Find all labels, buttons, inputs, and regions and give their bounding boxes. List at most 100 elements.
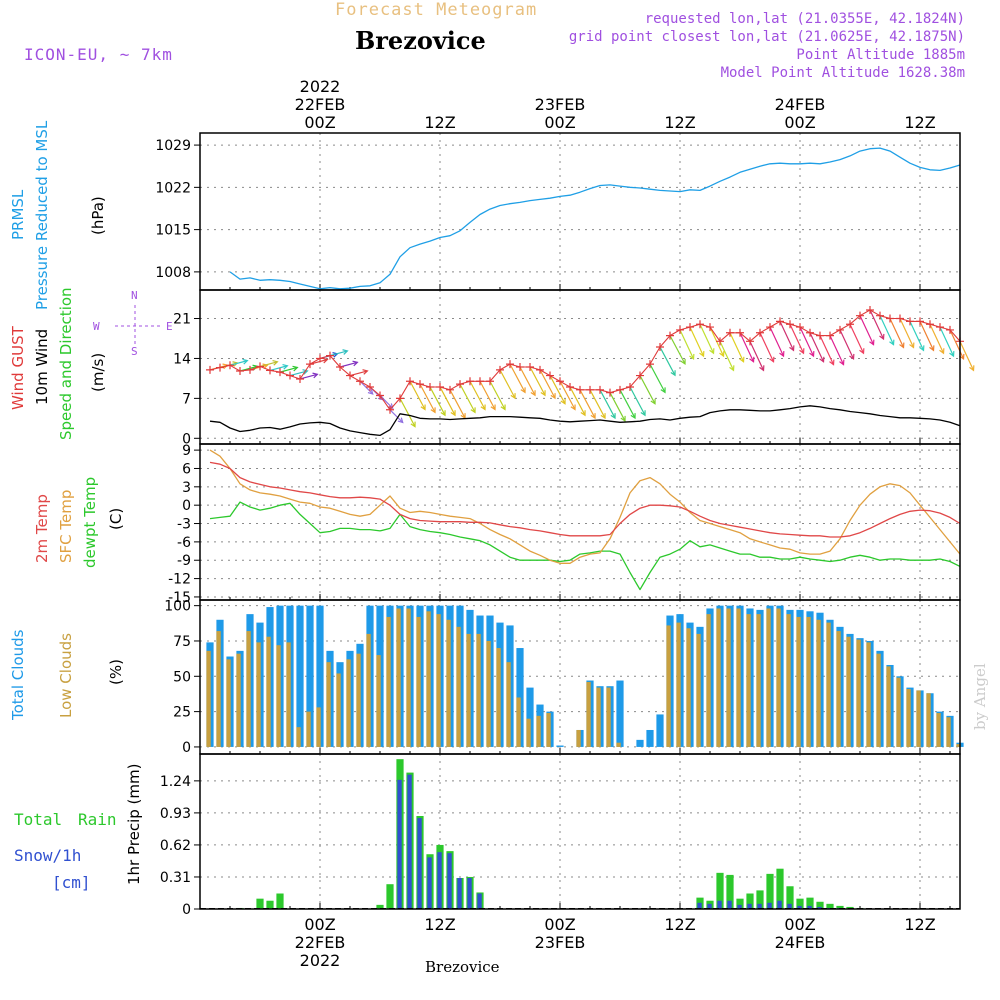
gust-marker [366,382,374,391]
gust-marker [606,388,614,397]
low-cloud-bar [606,687,611,747]
pressure-label-1: PRMSL [9,189,27,240]
snow-label: Snow/1h [14,846,81,865]
low-cloud-bar [866,642,871,747]
gust-marker [236,366,244,375]
gust-label: Wind GUST [9,325,27,410]
sfc-temp-label: SFC Temp [57,490,75,563]
gust-marker [916,317,924,326]
wind-arrow-head [969,365,975,372]
wind-arrow [539,369,556,399]
gust-marker [426,382,434,391]
wind-arrow-head [909,342,915,349]
y-tick-label-temp: -3 [177,517,191,533]
gust-marker [876,311,884,320]
low-cloud-bar [396,608,401,747]
top-time-label: 00Z [784,113,815,132]
wind-arrow [819,335,835,365]
gust-marker [786,320,794,329]
top-time-label: 12Z [664,113,695,132]
gust-marker [476,377,484,386]
gust-marker [396,394,404,403]
wind-arrow [389,409,404,423]
wind-arrow-head [689,353,695,361]
low-cloud-bar [296,727,301,747]
rain-label: Rain [78,810,117,829]
low-cloud-bar [306,711,311,747]
y-tick-label-pressure: 1022 [155,180,191,196]
snow-bar [397,779,402,909]
gust-marker [536,365,544,374]
wind-arrow-head [630,413,636,420]
gust-marker [736,328,744,337]
wind-arrow [479,380,496,410]
gust-markers [206,305,964,414]
wind-arrow [949,329,965,360]
wind-arrow-head [420,404,426,411]
low-cloud-bar [406,608,411,747]
wind-arrow-head [859,348,865,355]
low-cloud-bar [596,687,601,747]
low-cloud-bar [736,608,741,747]
low-cloud-bar [206,650,211,747]
snow-bar [457,878,462,909]
pressure-panel-labels: PRMSL Pressure Reduced to MSL (hPa) [9,120,107,310]
plot-layer: 1008101510221029071421-15-12-9-6-3036902… [155,77,975,970]
y-tick-label-precip: 0.62 [160,838,191,854]
wind-arrow-head [729,365,735,372]
low-cloud-bar [586,681,591,747]
rain-bar [736,898,744,909]
low-cloud-bars [206,608,961,747]
wind-arrow [309,358,328,365]
gust-marker [766,323,774,332]
wind-arrow [569,386,586,416]
wind-arrow-head [889,339,895,346]
bottom-time-label: 12Z [904,915,935,934]
gust-marker [416,380,424,389]
bottom-station: Brezovice [425,958,500,976]
top-time-label: 00Z [544,113,575,132]
total-cloud-bar [306,605,314,747]
low-cloud-bar [496,648,501,747]
wind-arrow [869,309,885,340]
low-cloud-bar [486,640,491,747]
y-tick-label-pressure: 1029 [155,138,191,154]
y-tick-label-wind: 7 [182,391,191,407]
low-cloud-bar [526,718,531,747]
rain-bar [846,906,854,909]
snow-bar [467,878,472,909]
wind-arrow [419,383,436,413]
low-cloud-bar [316,707,321,747]
wind-arrow [909,321,925,351]
snow-bar [437,852,442,909]
low-clouds-label: Low Clouds [57,633,75,718]
y-tick-label-temp: -15 [168,590,191,606]
wind-arrow [359,380,374,395]
snow-bar [727,900,732,909]
bottom-time-label: 00Z [304,915,335,934]
gust-marker [216,363,224,372]
wind-arrow-head [899,342,905,349]
snow-bar [697,902,702,909]
bottom-time-label: 22FEB [295,933,346,952]
wind-arrow [649,363,666,393]
wind10-label: 10m Wind [33,329,51,405]
gust-marker [796,323,804,332]
low-cloud-bar [246,631,251,747]
low-cloud-bar [676,622,681,747]
wind-arrow [469,380,486,410]
wind-arrow-head [397,417,404,424]
wind-arrow-head [540,390,546,397]
low-cloud-bar [266,636,271,747]
wind-arrow-head [739,356,745,363]
wind-arrow-head [839,359,845,366]
low-cloud-bar [776,608,781,747]
low-cloud-bar [256,642,261,747]
gust-marker [776,317,784,326]
wind-arrow [879,315,895,345]
gust-marker [936,323,944,332]
gust-marker [816,331,824,340]
low-cloud-bar [886,666,891,747]
rain-bar [256,898,264,909]
